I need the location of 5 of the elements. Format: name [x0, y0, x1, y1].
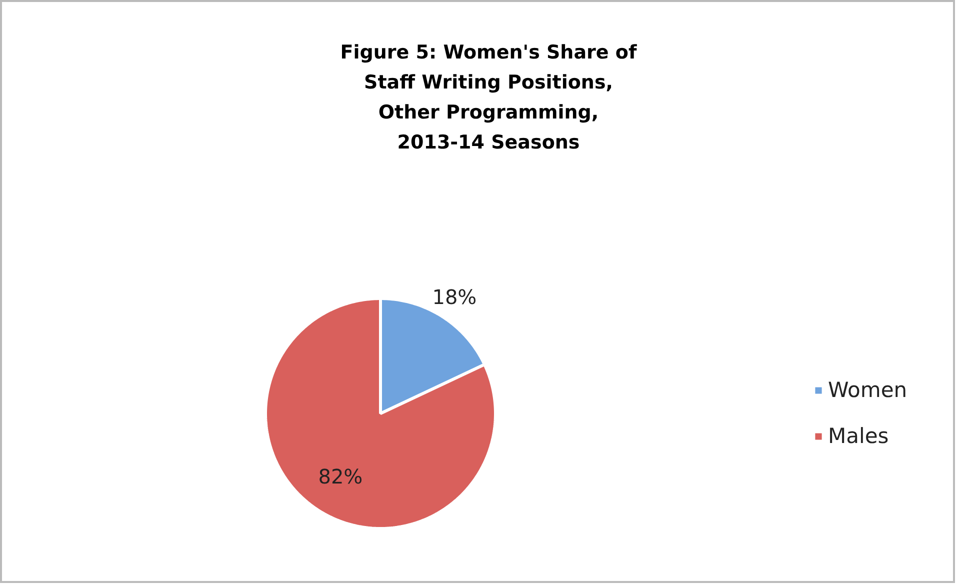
data-label: 18% [432, 284, 477, 309]
legend-label: Males [828, 424, 889, 448]
chart-title: Figure 5: Women's Share of Staff Writing Positions, Other Programming, 2013-14 Seasons [340, 42, 638, 154]
legend-label: Women [828, 378, 908, 402]
data-label: 82% [318, 464, 363, 489]
